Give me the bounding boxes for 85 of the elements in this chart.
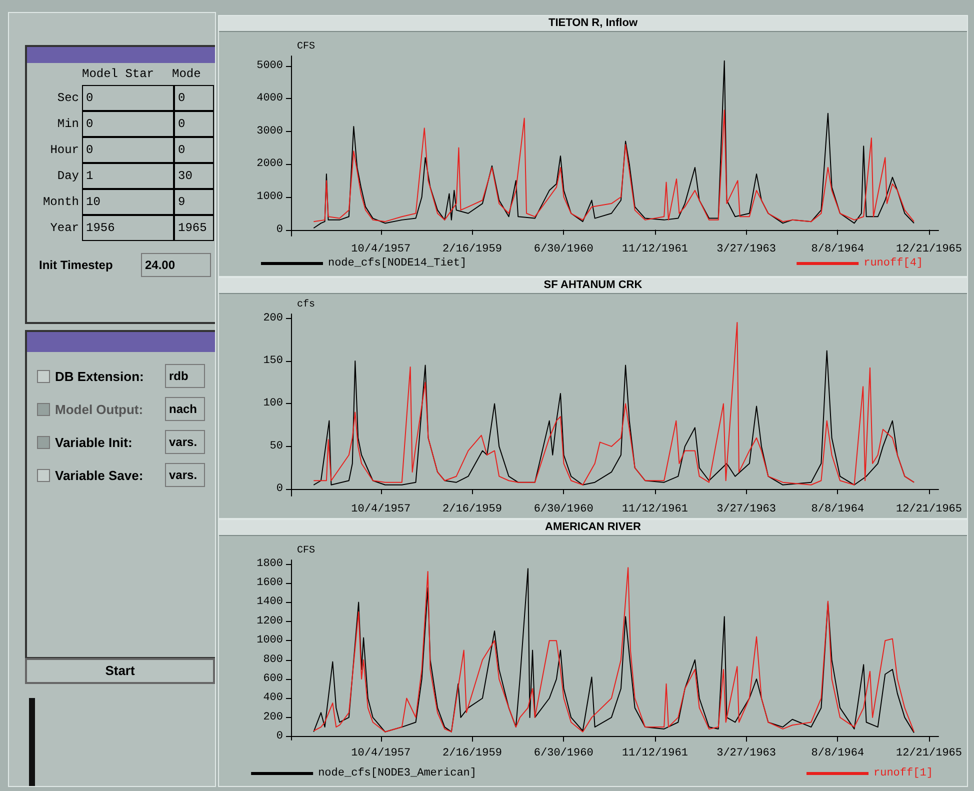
text: Model Output: <box>55 402 144 416</box>
y-tick-label: 1600 <box>256 577 283 590</box>
y-tick-label: 0 <box>276 483 283 496</box>
text: Mode <box>172 67 202 81</box>
data-label: 1965 <box>174 215 214 241</box>
chart-title: SF AHTANUM CRK <box>219 278 967 294</box>
x-tick-label: 6/30/1960 <box>534 244 594 256</box>
x-tick-label: 8/8/1964 <box>811 504 864 516</box>
text: 24.00 <box>141 253 211 277</box>
category-label: Sec <box>56 90 80 107</box>
x-tick-label: 2/16/1959 <box>442 748 502 760</box>
text: Start <box>25 658 215 684</box>
x-tick-label: 2/16/1959 <box>442 244 502 256</box>
y-axis-title: cfs <box>297 298 316 310</box>
y-tick-label: 200 <box>263 711 283 724</box>
text: rdb <box>165 364 205 388</box>
x-tick-label: 10/4/1957 <box>351 244 411 256</box>
category-label: Hour <box>49 142 80 159</box>
data-label: 0 <box>82 137 174 163</box>
line-series <box>313 322 915 486</box>
data-label: 0 <box>174 137 214 163</box>
data-label: 30 <box>174 163 214 189</box>
chart-title: AMERICAN RIVER <box>219 520 967 536</box>
x-tick-label: 10/4/1957 <box>351 748 411 760</box>
y-tick-label: 200 <box>263 312 283 324</box>
x-tick-label: 8/8/1964 <box>811 244 864 256</box>
series-label: Model Star <box>82 67 156 81</box>
x-tick-label: 11/12/1961 <box>622 504 688 516</box>
y-tick-label: 0 <box>276 224 283 236</box>
y-tick-label: 5000 <box>256 60 283 72</box>
category-label: Year <box>49 220 80 237</box>
y-tick-label: 800 <box>263 654 283 666</box>
data-label: 0 <box>174 85 214 111</box>
data-label: 1 <box>82 163 174 189</box>
y-tick-label: 1400 <box>256 596 283 608</box>
x-tick-label: 8/8/1964 <box>811 748 864 760</box>
x-tick-label: 6/30/1960 <box>534 748 594 760</box>
x-tick-label: 2/16/1959 <box>442 504 502 516</box>
x-tick-label: 12/21/1965 <box>896 244 962 256</box>
text: nach <box>165 397 205 421</box>
y-axis-title: CFS <box>297 546 316 556</box>
y-tick-label: 400 <box>263 692 283 704</box>
text: runoff[1] <box>874 768 933 780</box>
y-tick-label: 100 <box>263 398 283 410</box>
category-label: Month <box>42 194 80 211</box>
y-tick-label: 50 <box>270 440 283 452</box>
text: Variable Save: <box>55 468 144 482</box>
data-label: 1956 <box>82 215 174 241</box>
text: vars. <box>165 463 205 487</box>
x-tick-label: 12/21/1965 <box>896 504 962 516</box>
x-tick-label: 10/4/1957 <box>351 504 411 516</box>
line-series <box>313 110 915 222</box>
y-tick-label: 1000 <box>256 190 283 203</box>
y-tick-label: 600 <box>263 673 283 686</box>
x-tick-label: 6/30/1960 <box>534 504 594 516</box>
data-label: 9 <box>174 189 214 215</box>
x-tick-label: 11/12/1961 <box>622 748 688 760</box>
y-tick-label: 4000 <box>256 92 283 105</box>
text: node_cfs[NODE3_American] <box>318 768 477 780</box>
y-tick-label: 1000 <box>256 634 283 647</box>
data-label: 10 <box>82 189 174 215</box>
text: Init Timestep <box>39 258 114 272</box>
x-tick-label: 12/21/1965 <box>896 748 962 760</box>
y-tick-label: 2000 <box>256 158 283 170</box>
data-label: 0 <box>174 111 214 137</box>
text: node_cfs[NODE14_Tiet] <box>328 258 467 270</box>
x-tick-label: 11/12/1961 <box>622 244 688 256</box>
text: vars. <box>165 430 205 454</box>
text: runoff[4] <box>864 258 924 270</box>
y-tick-label: 1800 <box>256 558 283 570</box>
data-label: 0 <box>82 111 174 137</box>
y-axis-title: CFS <box>297 42 316 52</box>
text: DB Extension: <box>55 368 145 384</box>
x-tick-label: 3/27/1963 <box>716 504 776 516</box>
category-label: Day <box>56 168 80 185</box>
x-tick-label: 3/27/1963 <box>716 748 776 760</box>
text: Variable Init: <box>55 434 134 450</box>
y-tick-label: 3000 <box>256 125 283 138</box>
chart-title: TIETON R, Inflow <box>219 16 967 32</box>
data-label: 0 <box>82 85 174 111</box>
y-tick-label: 150 <box>263 354 283 367</box>
y-tick-label: 1200 <box>256 615 283 628</box>
x-tick-label: 3/27/1963 <box>716 244 776 256</box>
category-label: Min <box>56 116 80 133</box>
y-tick-label: 0 <box>276 730 283 743</box>
